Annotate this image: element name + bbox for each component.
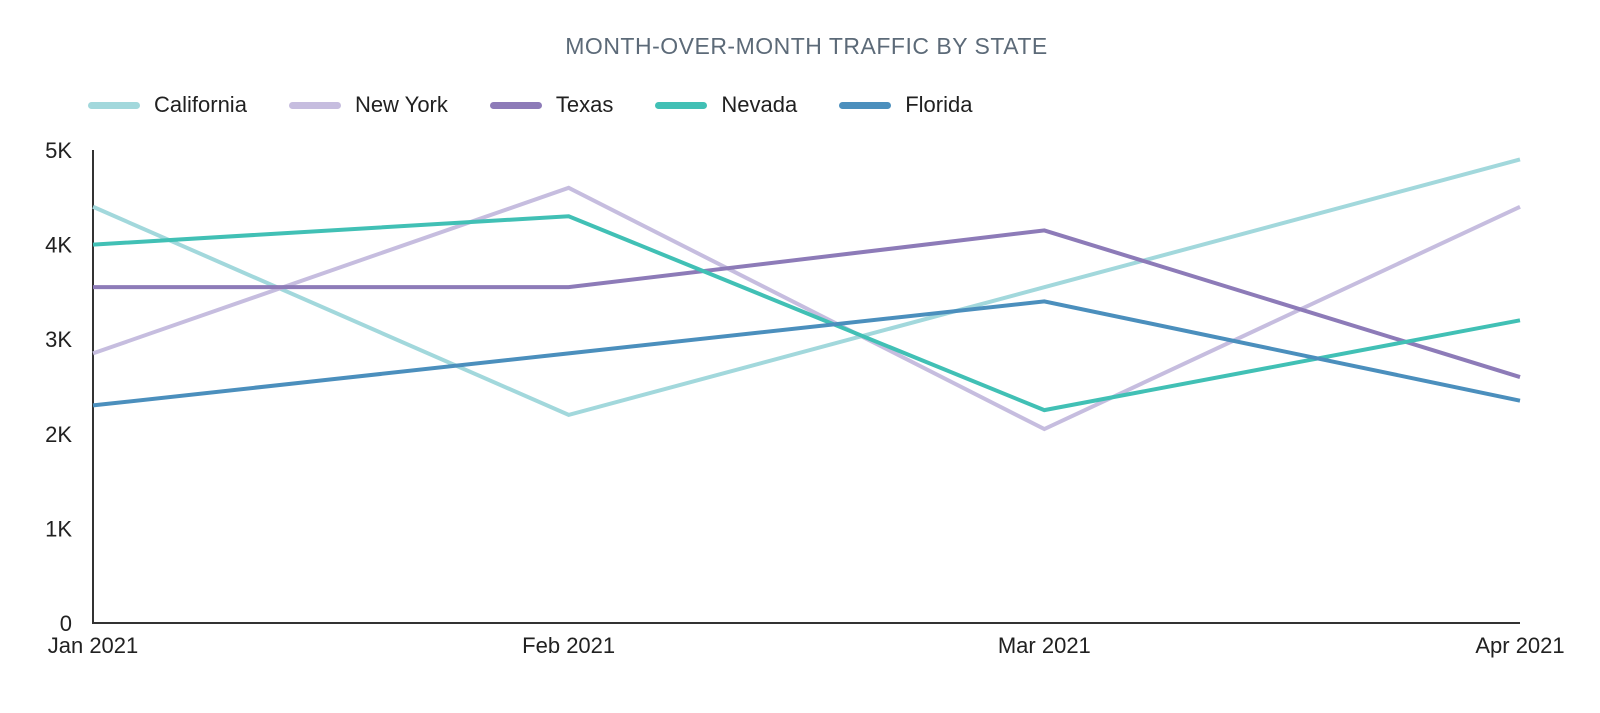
x-axis-tick-label: Apr 2021 <box>1475 633 1564 658</box>
legend-swatch-texas <box>489 101 542 109</box>
y-axis-tick-label: 0 <box>60 611 72 636</box>
series-line-texas[interactable] <box>93 228 1521 379</box>
legend-swatch-new-york <box>288 101 341 109</box>
series-line-california[interactable] <box>92 157 1521 417</box>
legend-label: Nevada <box>721 92 798 117</box>
legend-label: New York <box>354 92 448 117</box>
x-axis-tick-label: Feb 2021 <box>522 633 615 658</box>
y-axis-tick-label: 4K <box>45 233 72 258</box>
y-axis-tick-label: 2K <box>45 422 72 447</box>
axis-lines <box>92 150 1520 624</box>
y-axis-tick-label: 5K <box>45 138 72 163</box>
legend-label: California <box>154 92 247 117</box>
legend-label: Texas <box>555 92 614 117</box>
legend-swatch-nevada <box>655 101 708 109</box>
legend-item-california: California <box>88 92 247 118</box>
chart-legend: California New York Texas Nevada Florida <box>88 92 972 118</box>
legend-label: Florida <box>905 92 973 117</box>
legend-item-new-york: New York <box>288 92 448 118</box>
series-line-nevada[interactable] <box>92 214 1521 413</box>
y-axis-tick-label: 1K <box>45 516 72 541</box>
series-line-new-york[interactable] <box>92 185 1521 432</box>
legend-item-florida: Florida <box>839 92 972 118</box>
chart-title: MONTH-OVER-MONTH TRAFFIC BY STATE <box>565 33 1048 59</box>
legend-item-texas: Texas <box>489 92 614 118</box>
series-line-florida[interactable] <box>92 299 1521 408</box>
x-axis-tick-label: Mar 2021 <box>998 633 1091 658</box>
legend-swatch-california <box>88 101 140 109</box>
y-axis-tick-label: 3K <box>45 327 72 352</box>
x-axis-tick-label: Jan 2021 <box>48 633 139 658</box>
legend-swatch-florida <box>839 101 892 109</box>
legend-item-nevada: Nevada <box>655 92 797 118</box>
